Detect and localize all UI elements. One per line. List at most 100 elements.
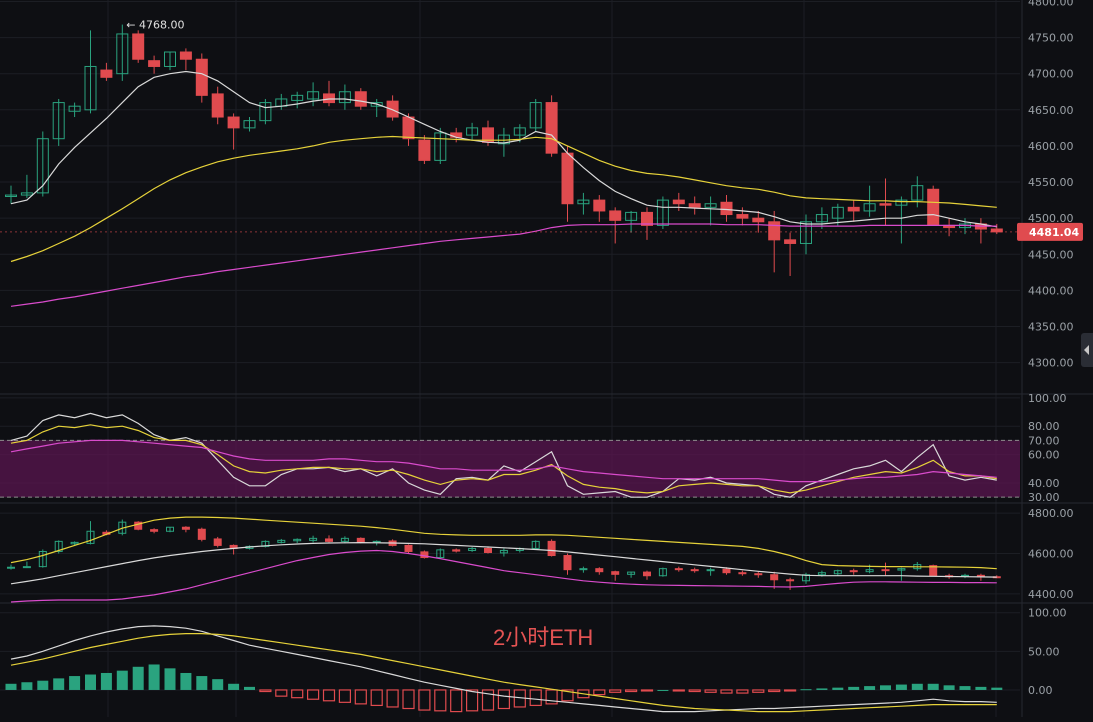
mini-candle-body: [531, 540, 540, 549]
mini-candle-body: [70, 541, 79, 545]
chart-panel-3: 4400.00 4600.00 4800.00: [0, 507, 1074, 603]
macd-histogram-bar: [180, 672, 192, 690]
y-tick-label: 4600.00: [1028, 548, 1074, 561]
macd-histogram-bar: [593, 689, 606, 696]
candle-body: [323, 93, 335, 104]
candle-body: [434, 132, 447, 161]
mini-candle-body: [499, 549, 508, 554]
chart-panel-4: 0.00 50.00 100.00: [0, 607, 1067, 713]
macd-histogram-bar: [354, 689, 367, 705]
candle-body: [116, 33, 129, 75]
candle-body: [227, 116, 240, 129]
mini-candle-body: [38, 550, 47, 568]
candle-body: [911, 185, 924, 201]
mini-candle-body: [54, 540, 63, 552]
macd-histogram-bar: [307, 689, 320, 700]
macd-histogram-bar: [370, 689, 383, 707]
macd-histogram-bar: [832, 687, 844, 690]
mini-candle-body: [770, 574, 779, 581]
candle-body: [784, 239, 797, 244]
macd-histogram-bar: [228, 683, 240, 690]
macd-histogram-bar: [848, 686, 860, 690]
indicator-line: [10, 549, 997, 603]
macd-histogram-bar: [402, 689, 415, 710]
macd-histogram-bar: [943, 685, 955, 690]
mini-candle-body: [865, 569, 874, 573]
candle-body: [831, 206, 844, 219]
mini-candle-body: [340, 537, 349, 542]
mini-candle-body: [404, 544, 413, 552]
y-tick-label: 100.00: [1028, 392, 1067, 405]
last-price-tag: [1017, 222, 1083, 241]
candle-body: [386, 100, 399, 118]
candle-body: [402, 116, 415, 140]
macd-histogram-bar: [196, 676, 208, 690]
mini-candle-body: [277, 539, 286, 543]
candle-body: [752, 217, 765, 223]
macd-histogram-bar: [100, 672, 112, 690]
mini-candle-body: [738, 572, 747, 575]
y-tick-label: 100.00: [1028, 607, 1067, 620]
macd-histogram-bar: [577, 689, 590, 699]
mini-candle-body: [452, 549, 461, 552]
mini-candle-body: [897, 568, 906, 571]
macd-histogram-bar: [657, 689, 669, 691]
indicator-line: [10, 625, 997, 713]
indicator-line: [10, 135, 997, 263]
y-tick-label: 4450.00: [1028, 248, 1074, 261]
candle-body: [815, 214, 828, 223]
candle-body: [561, 152, 574, 205]
mini-candle-body: [7, 566, 15, 569]
mini-candle-body: [181, 526, 190, 530]
mini-candle-body: [817, 572, 826, 576]
candle-body: [625, 211, 638, 221]
mini-candle-body: [436, 549, 445, 559]
indicator-line: [10, 439, 997, 483]
high-price-label: ← 4768.00: [126, 19, 184, 32]
mini-candle-body: [22, 566, 31, 569]
y-tick-label: 4350.00: [1028, 321, 1074, 334]
candle-body: [879, 203, 892, 206]
candle-body: [259, 102, 272, 122]
macd-histogram-bar: [911, 683, 923, 690]
candle-body: [593, 199, 606, 212]
mini-candle-body: [706, 569, 715, 572]
macd-histogram-bar: [800, 689, 812, 691]
mini-candle-body: [849, 570, 858, 573]
collapse-panel-handle[interactable]: [1081, 333, 1093, 367]
candle-body: [211, 93, 224, 118]
mini-candle-body: [166, 526, 174, 532]
indicator-line: [10, 516, 997, 570]
macd-histogram-bar: [672, 689, 685, 692]
mini-candle-body: [484, 547, 492, 553]
candle-body: [354, 91, 367, 107]
chart-panel-1: 4300.00 4350.00 4400.00 4450.00 4500.00 4550.…: [0, 0, 1083, 370]
candle-body: [688, 203, 701, 208]
mini-candle-body: [356, 537, 365, 543]
candle-body: [927, 188, 940, 226]
macd-histogram-bar: [5, 683, 17, 690]
macd-histogram-bar: [450, 689, 463, 713]
mini-candle-body: [611, 571, 620, 575]
last-price-label: 4481.04: [1029, 226, 1079, 239]
mini-candle-body: [627, 571, 636, 575]
macd-histogram-bar: [53, 678, 65, 690]
y-tick-label: 4400.00: [1028, 284, 1074, 297]
mini-candle-body: [754, 573, 763, 576]
candle-body: [641, 211, 653, 226]
macd-histogram-bar: [529, 689, 542, 707]
macd-histogram-bar: [624, 689, 638, 693]
macd-histogram-bar: [991, 687, 1003, 690]
macd-histogram-bar: [132, 666, 144, 690]
macd-histogram-bar: [927, 683, 939, 690]
y-tick-label: 30.00: [1028, 491, 1060, 504]
mini-candle-body: [420, 551, 429, 559]
candle-body: [577, 199, 590, 205]
y-tick-label: 50.00: [1028, 645, 1060, 658]
candle-body: [863, 203, 876, 212]
macd-histogram-bar: [768, 689, 781, 693]
mini-candle-body: [150, 529, 159, 532]
